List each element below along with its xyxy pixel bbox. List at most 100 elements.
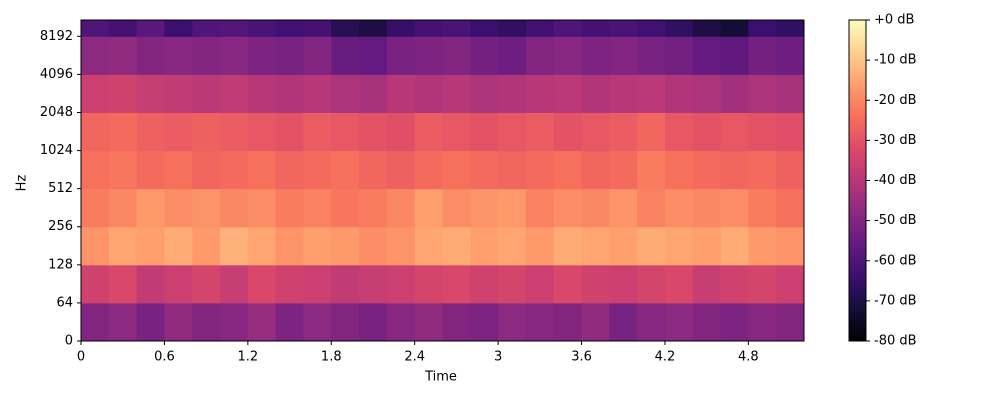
colorbar-tick-label: -80 dB <box>874 334 917 349</box>
heatmap-cell <box>220 74 249 113</box>
y-tick-label: 512 <box>48 181 73 196</box>
heatmap-cell <box>247 226 277 266</box>
heatmap-cell <box>442 74 471 113</box>
heatmap-cell <box>386 264 416 304</box>
heatmap-cell <box>247 20 277 37</box>
heatmap-cell <box>108 264 138 304</box>
heatmap-cell <box>164 20 193 37</box>
heatmap-cell <box>81 112 110 152</box>
heatmap-cell <box>664 188 694 228</box>
heatmap-cell <box>81 188 110 228</box>
heatmap-cell <box>220 112 249 152</box>
heatmap-cell <box>748 226 777 266</box>
heatmap-cell <box>776 264 805 304</box>
heatmap-cell <box>720 36 749 75</box>
colorbar-tick-label: -50 dB <box>874 213 917 228</box>
heatmap-cell <box>136 264 165 304</box>
heatmap-cell <box>720 188 749 228</box>
colorbar-tick-label: -40 dB <box>874 173 917 188</box>
x-tick-label: 1.2 <box>238 350 259 365</box>
heatmap-cell <box>553 226 583 266</box>
heatmap-cell <box>81 150 110 190</box>
heatmap-cell <box>414 150 443 190</box>
heatmap-cell <box>664 264 694 304</box>
heatmap-cell <box>275 150 304 190</box>
heatmap-cell <box>720 226 749 266</box>
heatmap-cell <box>637 20 666 37</box>
heatmap-cell <box>498 226 527 266</box>
heatmap-cell <box>275 264 304 304</box>
heatmap-cell <box>303 264 332 304</box>
y-axis-label: Hz <box>15 175 30 192</box>
heatmap-cell <box>414 188 443 228</box>
heatmap-cell <box>442 20 471 37</box>
colorbar <box>848 19 867 342</box>
heatmap-cell <box>498 188 527 228</box>
heatmap-cell <box>247 188 277 228</box>
heatmap-cell <box>303 150 332 190</box>
heatmap-cell <box>525 264 555 304</box>
heatmap-cell <box>692 112 722 152</box>
heatmap-cell <box>414 20 443 37</box>
heatmap-cell <box>414 264 443 304</box>
heatmap-cell <box>581 112 610 152</box>
heatmap-cell <box>664 302 694 342</box>
heatmap-cell <box>247 264 277 304</box>
heatmap-cell <box>275 302 304 342</box>
heatmap-cell <box>498 264 527 304</box>
y-tick-label: 8192 <box>40 29 73 44</box>
heatmap-cell <box>498 302 527 342</box>
heatmap-cell <box>164 264 193 304</box>
heatmap-cell <box>525 226 555 266</box>
heatmap-cell <box>748 150 777 190</box>
heatmap-cell <box>664 150 694 190</box>
heatmap-cell <box>359 112 388 152</box>
heatmap-cell <box>331 302 360 342</box>
heatmap-cell <box>637 302 666 342</box>
heatmap-cell <box>581 188 610 228</box>
heatmap-cell <box>275 188 304 228</box>
heatmap-cell <box>553 20 583 37</box>
heatmap-cell <box>470 20 499 37</box>
heatmap-cell <box>359 74 388 113</box>
heatmap-cell <box>581 20 610 37</box>
heatmap-cell <box>331 188 360 228</box>
heatmap-cell <box>108 20 138 37</box>
heatmap-cell <box>386 302 416 342</box>
heatmap-cell <box>303 74 332 113</box>
heatmap-cell <box>442 302 471 342</box>
heatmap-cell <box>525 20 555 37</box>
heatmap-cell <box>220 226 249 266</box>
heatmap-cell <box>498 112 527 152</box>
heatmap-cell <box>525 74 555 113</box>
heatmap-cell <box>136 150 165 190</box>
heatmap-cell <box>192 74 221 113</box>
colorbar-tick-label: -60 dB <box>874 253 917 268</box>
heatmap-cell <box>414 112 443 152</box>
heatmap-cell <box>164 302 193 342</box>
heatmap-cell <box>247 150 277 190</box>
heatmap-cell <box>498 150 527 190</box>
heatmap-cell <box>748 188 777 228</box>
colorbar-tick-label: -20 dB <box>874 93 917 108</box>
heatmap-cell <box>108 150 138 190</box>
heatmap-cell <box>525 188 555 228</box>
y-tick-label: 256 <box>48 219 73 234</box>
heatmap-cell <box>136 112 165 152</box>
heatmap-cell <box>136 36 165 75</box>
heatmap-cell <box>164 36 193 75</box>
heatmap-cell <box>748 20 777 37</box>
heatmap-cell <box>359 188 388 228</box>
heatmap-cell <box>359 302 388 342</box>
heatmap-cell <box>553 112 583 152</box>
heatmap-cell <box>414 36 443 75</box>
heatmap-cell <box>470 112 499 152</box>
heatmap-cell <box>136 226 165 266</box>
heatmap-cell <box>470 302 499 342</box>
heatmap-cell <box>553 188 583 228</box>
heatmap-cell <box>192 264 221 304</box>
heatmap-cell <box>220 36 249 75</box>
heatmap-cell <box>609 36 638 75</box>
x-tick-label: 1.8 <box>321 350 342 365</box>
heatmap-cell <box>414 74 443 113</box>
